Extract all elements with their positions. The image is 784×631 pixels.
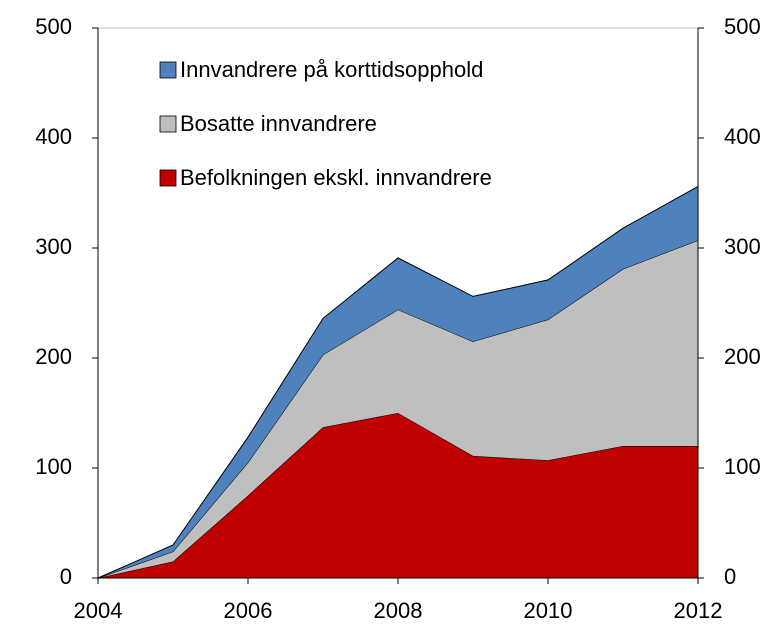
y-tick-label: 100 <box>35 454 72 479</box>
legend-label: Befolkningen ekskl. innvandrere <box>180 165 492 190</box>
area-fill <box>98 413 698 578</box>
y-tick-label: 200 <box>35 344 72 369</box>
y2-tick-label: 100 <box>724 454 761 479</box>
y2-tick-label: 300 <box>724 234 761 259</box>
x-tick-label: 2008 <box>374 598 423 623</box>
x-tick-label: 2006 <box>224 598 273 623</box>
y2-tick-label: 500 <box>724 14 761 39</box>
y-tick-label: 300 <box>35 234 72 259</box>
x-tick-label: 2004 <box>74 598 123 623</box>
legend-swatch <box>159 115 177 133</box>
y-tick-label: 400 <box>35 124 72 149</box>
legend-swatch <box>159 169 177 187</box>
x-tick-label: 2010 <box>524 598 573 623</box>
y2-tick-label: 400 <box>724 124 761 149</box>
y-tick-label: 500 <box>35 14 72 39</box>
y-tick-label: 0 <box>60 564 72 589</box>
legend-label: Bosatte innvandrere <box>180 111 377 136</box>
legend-swatch <box>159 61 177 79</box>
x-tick-label: 2012 <box>674 598 723 623</box>
area-edge <box>97 185 699 579</box>
area-fill <box>98 240 698 579</box>
y2-tick-label: 200 <box>724 344 761 369</box>
y2-tick-label: 0 <box>724 564 736 589</box>
legend-label: Innvandrere på korttidsopphold <box>180 57 483 82</box>
area-fill <box>98 186 698 578</box>
